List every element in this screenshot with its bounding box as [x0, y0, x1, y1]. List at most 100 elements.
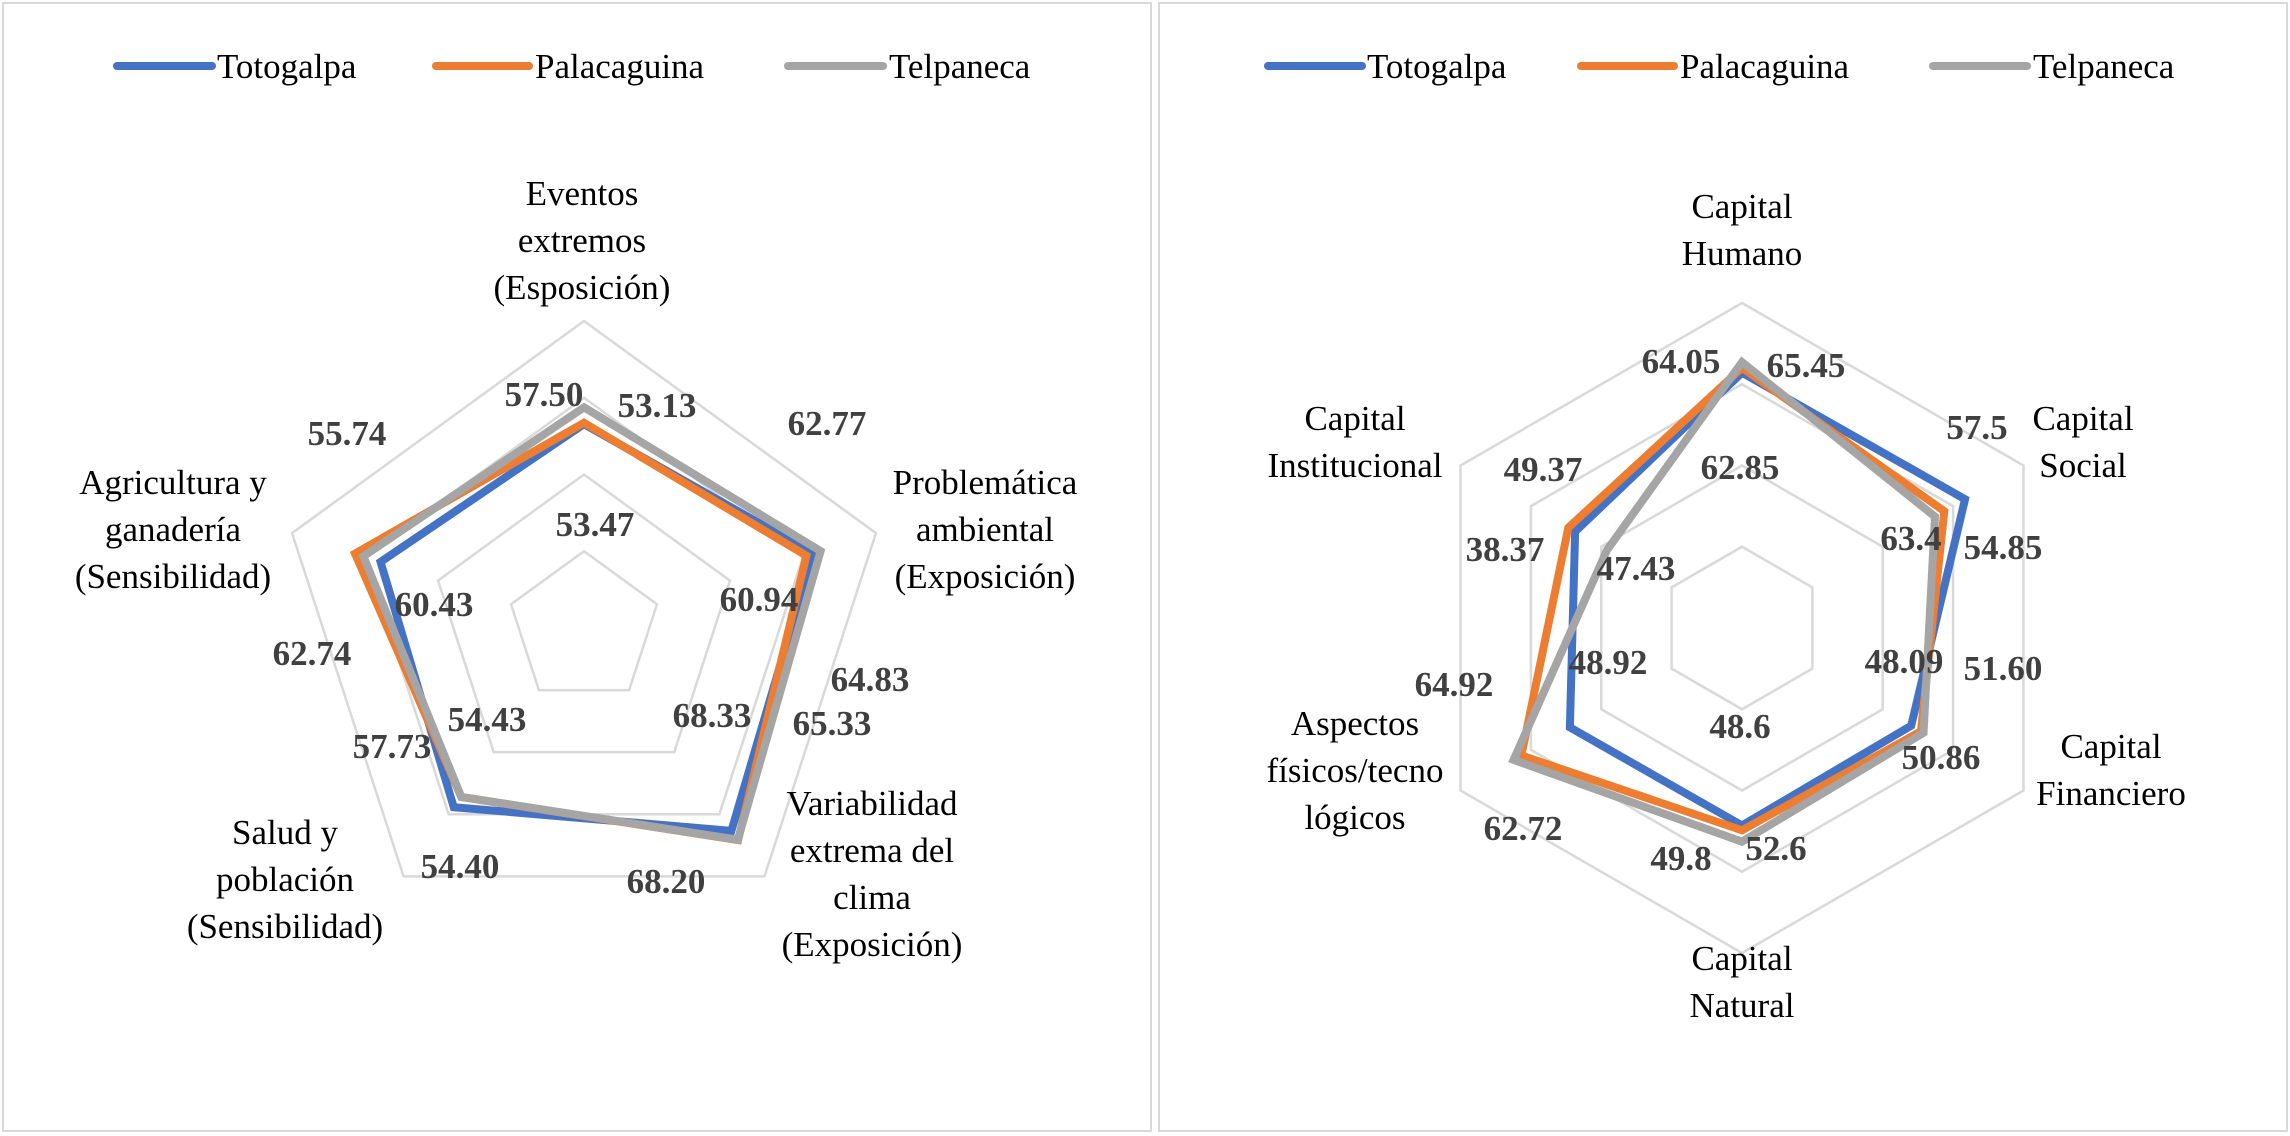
axis-label: Problemática ambiental (Exposición): [893, 463, 1078, 596]
axis-label: Variabilidad extrema del clima (Exposición): [782, 784, 963, 964]
axis-label-line: (Sensibilidad): [187, 907, 383, 946]
series-line-telpaneca: [358, 402, 826, 845]
axis-label: Capital Financiero: [2036, 727, 2186, 813]
data-label: 54.85: [1964, 528, 2043, 567]
data-label: 64.05: [1642, 342, 1721, 381]
axis-label-line: Institucional: [1268, 446, 1443, 485]
legend-item-telpaneca[interactable]: Telpaneca: [784, 47, 1031, 86]
right-chart-panel: [1158, 2, 2288, 1132]
legend-item-palacaguina[interactable]: Palacaguina: [432, 47, 705, 86]
data-label: 47.43: [1597, 549, 1676, 588]
axis-label-line: Capital: [2060, 727, 2161, 766]
legend-label: Totogalpa: [1367, 47, 1507, 86]
grid-ring: [1529, 382, 1955, 874]
data-label: 60.43: [395, 585, 474, 624]
data-label: 48.09: [1865, 642, 1944, 681]
radar-chart-2: 62.85 63.4 48.09 48.6 48.92 47.43 64.05 57.5 50.…: [1264, 47, 2186, 1025]
legend-label: Palacaguina: [535, 47, 705, 86]
axis-label: Capital Social: [2032, 399, 2133, 485]
axis-label-line: Natural: [1690, 986, 1795, 1025]
axis-label-line: lógicos: [1304, 798, 1405, 837]
axis-label-line: físicos/tecno: [1267, 751, 1444, 790]
axis-label-line: extremos: [518, 221, 646, 260]
axis-label-line: (Exposición): [895, 557, 1076, 596]
axis-label-line: Humano: [1682, 234, 1803, 273]
legend-label: Telpaneca: [889, 47, 1031, 86]
series-line-totogalpa: [1565, 367, 1970, 831]
data-label: 62.77: [788, 404, 867, 443]
data-label: 65.33: [793, 704, 872, 743]
data-label: 53.47: [556, 505, 635, 544]
radar-chart-1: 53.13 62.77 65.33 57.73 55.74 53.47 60.94 68.33…: [75, 47, 1078, 964]
axis-label-line: Problemática: [893, 463, 1078, 502]
grid-ring: [1459, 301, 2025, 955]
data-label: 49.8: [1650, 839, 1711, 878]
axis-label-line: ambiental: [916, 510, 1054, 549]
data-label: 52.6: [1745, 829, 1806, 868]
axis-label: Salud y población (Sensibilidad): [187, 813, 383, 946]
data-label: 49.37: [1504, 450, 1583, 489]
series-line-palacaguina: [349, 418, 811, 845]
data-label: 48.6: [1709, 707, 1770, 746]
series-line-telpaneca: [1508, 356, 1940, 847]
data-label: 64.92: [1415, 665, 1494, 704]
data-label: 60.94: [720, 580, 799, 619]
legend-label: Telpaneca: [2033, 47, 2175, 86]
axis-label-line: Capital: [2032, 399, 2133, 438]
grid-ring: [290, 319, 878, 878]
data-label: 57.50: [505, 375, 584, 414]
legend-item-telpaneca[interactable]: Telpaneca: [1929, 47, 2175, 86]
data-label: 51.60: [1964, 649, 2043, 688]
axis-label-line: Agricultura y: [79, 463, 267, 502]
data-label: 62.74: [273, 634, 352, 673]
axis-label-line: Financiero: [2036, 774, 2186, 813]
axis-label: Aspectos físicos/tecno lógicos: [1267, 704, 1444, 837]
axis-label-line: ganadería: [105, 510, 241, 549]
axis-label-line: Capital: [1691, 939, 1792, 978]
grid-ring: [1670, 545, 1814, 711]
axis-label-line: Aspectos: [1291, 704, 1419, 743]
data-label: 57.5: [1946, 408, 2007, 447]
data-label: 62.85: [1701, 448, 1780, 487]
grid-ring: [1600, 464, 1884, 792]
axis-label: Capital Institucional: [1268, 399, 1443, 485]
data-label: 38.37: [1466, 530, 1545, 569]
axis-label-line: Social: [2039, 446, 2127, 485]
data-label: 48.92: [1569, 643, 1648, 682]
data-label: 54.40: [421, 847, 500, 886]
legend-item-totogalpa[interactable]: Totogalpa: [113, 47, 357, 86]
series-line-palacaguina: [1516, 362, 1949, 835]
data-label: 53.13: [618, 386, 697, 425]
axis-label-line: extrema del: [790, 831, 954, 870]
axis-label-line: Eventos: [526, 174, 639, 213]
axis-label-line: población: [216, 860, 354, 899]
data-label: 55.74: [308, 414, 387, 453]
data-label: 54.43: [448, 700, 527, 739]
legend-item-palacaguina[interactable]: Palacaguina: [1577, 47, 1850, 86]
data-label: 68.20: [627, 862, 706, 901]
data-label: 68.33: [673, 696, 752, 735]
axis-label-line: (Exposición): [782, 925, 963, 964]
data-label: 64.83: [831, 660, 910, 699]
legend-label: Palacaguina: [1680, 47, 1850, 86]
data-label: 63.4: [1880, 519, 1941, 558]
legend-label: Totogalpa: [217, 47, 357, 86]
data-label: 65.45: [1767, 346, 1846, 385]
legend-item-totogalpa[interactable]: Totogalpa: [1264, 47, 1507, 86]
axis-label-line: Capital: [1304, 399, 1405, 438]
axis-label: Capital Humano: [1682, 187, 1803, 273]
data-label: 62.72: [1484, 809, 1563, 848]
axis-label: Capital Natural: [1690, 939, 1795, 1025]
data-label: 57.73: [353, 727, 432, 766]
axis-label: Eventos extremos (Esposición): [494, 174, 671, 307]
grid-ring: [509, 549, 659, 692]
axis-label-line: (Esposición): [494, 268, 671, 307]
axis-label: Agricultura y ganadería (Sensibilidad): [75, 463, 271, 596]
data-label: 50.86: [1902, 738, 1981, 777]
grid-ring: [436, 472, 732, 754]
left-chart-panel: [2, 2, 1152, 1132]
axis-label-line: Variabilidad: [786, 784, 958, 823]
axis-label-line: Capital: [1691, 187, 1792, 226]
axis-label-line: clima: [833, 878, 911, 917]
